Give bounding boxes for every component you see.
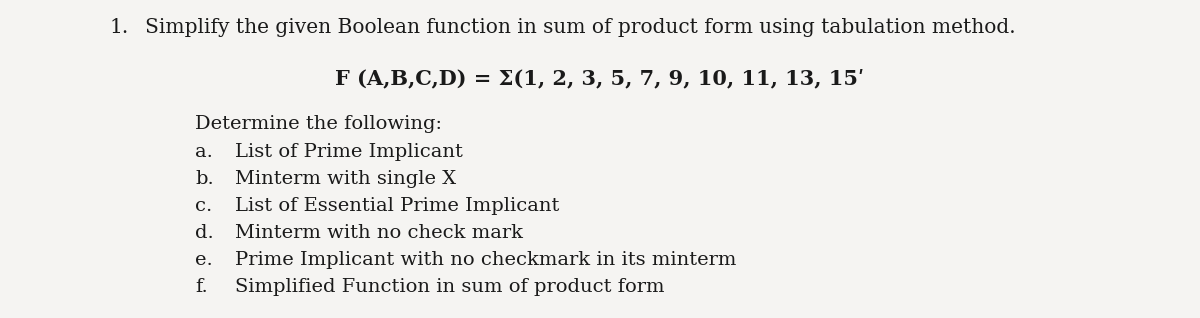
- Text: Determine the following:: Determine the following:: [194, 115, 442, 133]
- Text: f.: f.: [194, 278, 208, 296]
- Text: List of Essential Prime Implicant: List of Essential Prime Implicant: [235, 197, 559, 215]
- Text: d.: d.: [194, 224, 214, 242]
- Text: Simplify the given Boolean function in sum of product form using tabulation meth: Simplify the given Boolean function in s…: [145, 18, 1015, 37]
- Text: Minterm with no check mark: Minterm with no check mark: [235, 224, 523, 242]
- Text: c.: c.: [194, 197, 212, 215]
- Text: List of Prime Implicant: List of Prime Implicant: [235, 143, 463, 161]
- Text: Prime Implicant with no checkmark in its minterm: Prime Implicant with no checkmark in its…: [235, 251, 737, 269]
- Text: Simplified Function in sum of product form: Simplified Function in sum of product fo…: [235, 278, 665, 296]
- Text: Minterm with single X: Minterm with single X: [235, 170, 456, 188]
- Text: F (A,B,C,D) = Σ(1, 2, 3, 5, 7, 9, 10, 11, 13, 15ʹ: F (A,B,C,D) = Σ(1, 2, 3, 5, 7, 9, 10, 11…: [335, 68, 865, 88]
- Text: a.: a.: [194, 143, 212, 161]
- Text: e.: e.: [194, 251, 212, 269]
- Text: b.: b.: [194, 170, 214, 188]
- Text: 1.: 1.: [110, 18, 130, 37]
